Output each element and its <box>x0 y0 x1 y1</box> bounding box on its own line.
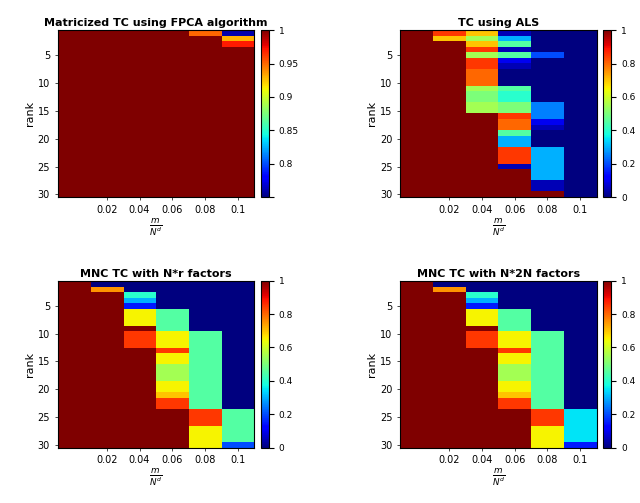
Title: TC using ALS: TC using ALS <box>458 18 539 28</box>
X-axis label: $\frac{m}{N^d}$: $\frac{m}{N^d}$ <box>492 467 505 488</box>
Title: MNC TC with N*r factors: MNC TC with N*r factors <box>80 269 232 279</box>
Y-axis label: rank: rank <box>25 352 35 377</box>
Y-axis label: rank: rank <box>367 101 377 126</box>
Y-axis label: rank: rank <box>367 352 377 377</box>
Title: Matricized TC using FPCA algorithm: Matricized TC using FPCA algorithm <box>44 18 268 28</box>
X-axis label: $\frac{m}{N^d}$: $\frac{m}{N^d}$ <box>149 467 163 488</box>
X-axis label: $\frac{m}{N^d}$: $\frac{m}{N^d}$ <box>492 216 505 237</box>
X-axis label: $\frac{m}{N^d}$: $\frac{m}{N^d}$ <box>149 216 163 237</box>
Y-axis label: rank: rank <box>25 101 35 126</box>
Title: MNC TC with N*2N factors: MNC TC with N*2N factors <box>417 269 580 279</box>
